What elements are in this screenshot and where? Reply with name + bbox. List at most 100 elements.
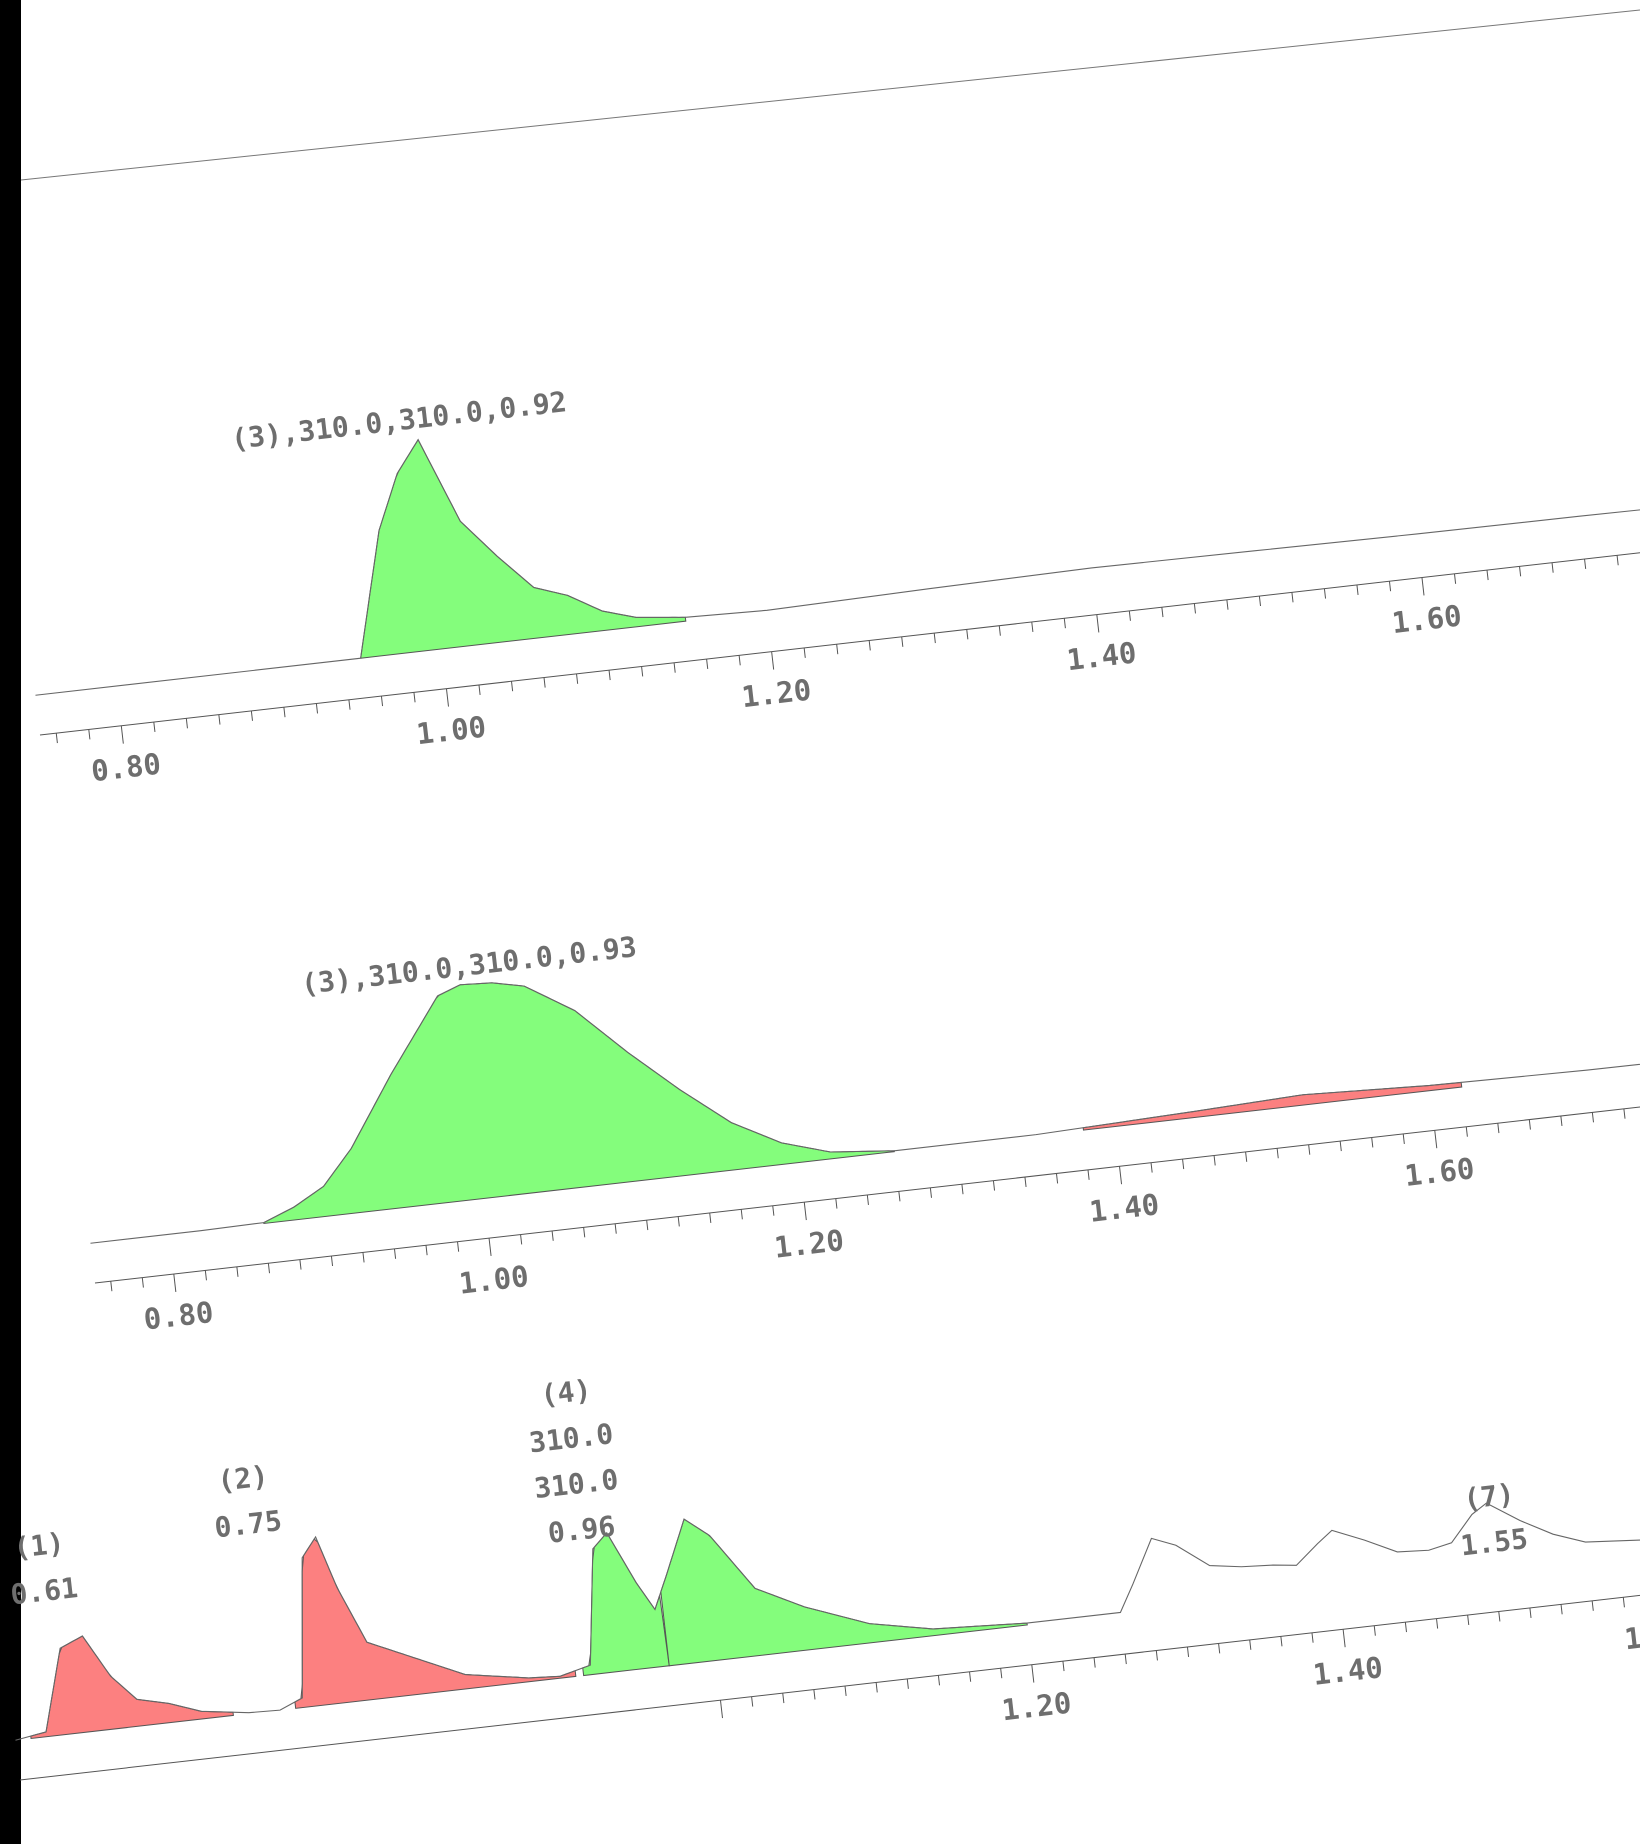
- x-axis-tick: [836, 644, 839, 655]
- x-axis-tick: [1249, 1639, 1252, 1650]
- x-axis-tick: [771, 651, 775, 670]
- x-axis-tick: [1622, 1597, 1625, 1608]
- x-axis-tick: [1093, 1657, 1096, 1668]
- x-axis-tick: [1584, 558, 1587, 570]
- x-axis-tick: [250, 710, 253, 721]
- x-axis-tick: [614, 1223, 617, 1234]
- x-tick-label: 1.40: [1311, 1650, 1384, 1692]
- top-divider-line: [20, 9, 1640, 181]
- x-axis-tick: [55, 733, 58, 744]
- x-axis-tick: [576, 673, 579, 684]
- x-axis-tick: [425, 1245, 428, 1256]
- x-axis-tick: [1291, 592, 1294, 603]
- x-axis-tick: [1150, 1162, 1153, 1173]
- peak-label-line: 310.0: [527, 1417, 614, 1459]
- x-tick-label: 0.80: [142, 1295, 215, 1337]
- x-axis-tick: [1161, 607, 1164, 618]
- x-axis-tick: [1356, 584, 1359, 595]
- x-axis-tick: [1528, 1119, 1531, 1130]
- x-axis-tick: [1421, 577, 1425, 596]
- x-axis-tick: [1213, 1155, 1216, 1166]
- x-axis-tick: [719, 1700, 724, 1719]
- x-axis-tick: [1373, 1625, 1376, 1636]
- x-axis-tick: [1128, 610, 1131, 621]
- x-axis-tick: [803, 647, 806, 658]
- x-axis-tick: [1453, 573, 1457, 584]
- x-axis-tick: [1497, 1123, 1500, 1134]
- x-axis-tick: [330, 1256, 334, 1267]
- x-axis-tick: [898, 1191, 901, 1202]
- x-axis-tick: [740, 1209, 743, 1220]
- x-axis-tick: [803, 1202, 807, 1221]
- left-edge-bar: [0, 0, 21, 1844]
- x-tick-label: 1.40: [1088, 1187, 1161, 1229]
- x-axis-tick: [1182, 1159, 1185, 1170]
- x-axis-tick: [706, 658, 709, 670]
- x-tick-label: 1.20: [772, 1223, 845, 1265]
- x-axis-tick: [413, 692, 416, 703]
- peak-label-line: 0.75: [213, 1504, 284, 1544]
- chromatogram-panel-1: 0.801.001.201.401.601.80(3),310.0,310.0,…: [35, 385, 1640, 789]
- panel-plot-area: 1.20 1.40 1.60: [15, 1435, 1640, 1781]
- x-axis-tick: [844, 1685, 847, 1696]
- x-axis-tick: [185, 718, 188, 729]
- x-axis-tick: [738, 655, 741, 666]
- x-axis-tick: [1404, 1622, 1407, 1633]
- x-axis-tick: [445, 688, 449, 707]
- peak-label-2: (2) 0.75: [213, 1459, 284, 1544]
- x-axis-tick: [1124, 1654, 1127, 1665]
- x-axis-tick: [1186, 1646, 1190, 1657]
- signal-trace: [15, 1435, 1640, 1741]
- peak-label-line: 1.55: [1459, 1522, 1530, 1562]
- x-axis-tick: [1402, 1133, 1405, 1144]
- x-axis-tick: [961, 1184, 964, 1195]
- x-axis-tick: [236, 1266, 239, 1277]
- panel-plot-area: 0.801.001.201.401.601.80: [90, 982, 1640, 1337]
- peak-label-line: 0.96: [546, 1509, 617, 1549]
- x-tick-label: 1.00: [415, 710, 488, 752]
- x-tick-label: 1.40: [1065, 635, 1138, 677]
- peak-label-line: (1): [12, 1526, 66, 1565]
- x-axis-tick: [1560, 1115, 1563, 1126]
- x-axis-tick: [1486, 570, 1489, 581]
- x-tick-label: 1.60: [1623, 1615, 1640, 1657]
- x-axis-tick: [933, 633, 936, 644]
- x-axis-tick: [120, 725, 124, 744]
- peak-label-5: (7) 1.55: [1459, 1477, 1530, 1562]
- peak-area-1: [360, 438, 687, 659]
- peak-label-line: (4): [539, 1373, 593, 1412]
- panel-plot-area: 0.801.001.201.401.601.80: [35, 438, 1640, 789]
- x-axis-tick: [283, 707, 286, 718]
- x-axis-tick: [1276, 1148, 1279, 1159]
- x-axis-tick: [1323, 588, 1327, 599]
- peak-label-1: (3),310.0,310.0,0.92: [230, 385, 569, 456]
- peak-area-1: [30, 1635, 234, 1740]
- x-axis-tick: [1031, 621, 1034, 632]
- x-tick-label: 1.00: [457, 1259, 530, 1301]
- signal-trace: [90, 982, 1640, 1244]
- x-axis-tick: [1388, 581, 1392, 592]
- x-axis-tick: [380, 696, 384, 707]
- x-axis-line: [19, 1566, 1640, 1781]
- x-axis-tick: [835, 1198, 838, 1209]
- x-axis-tick: [1498, 1611, 1501, 1622]
- x-axis-tick: [1551, 562, 1554, 573]
- x-axis-tick: [110, 1281, 113, 1292]
- x-axis-tick: [583, 1227, 586, 1238]
- peak-area-2: [294, 1538, 577, 1709]
- x-axis-tick: [488, 1238, 492, 1257]
- x-axis-tick: [1245, 1151, 1248, 1162]
- x-axis-tick: [992, 1180, 996, 1191]
- x-axis-tick: [1529, 1607, 1532, 1618]
- x-axis-tick: [141, 1277, 144, 1288]
- x-axis-tick: [1311, 1632, 1314, 1643]
- x-axis-tick: [1218, 1643, 1221, 1654]
- x-axis-tick: [608, 670, 611, 681]
- x-tick-label: 0.80: [89, 747, 162, 789]
- x-axis-tick: [1031, 1664, 1035, 1683]
- x-axis-tick: [362, 1252, 365, 1263]
- x-axis-tick: [1467, 1615, 1470, 1626]
- x-axis-tick: [543, 677, 546, 688]
- x-axis-tick: [478, 684, 481, 695]
